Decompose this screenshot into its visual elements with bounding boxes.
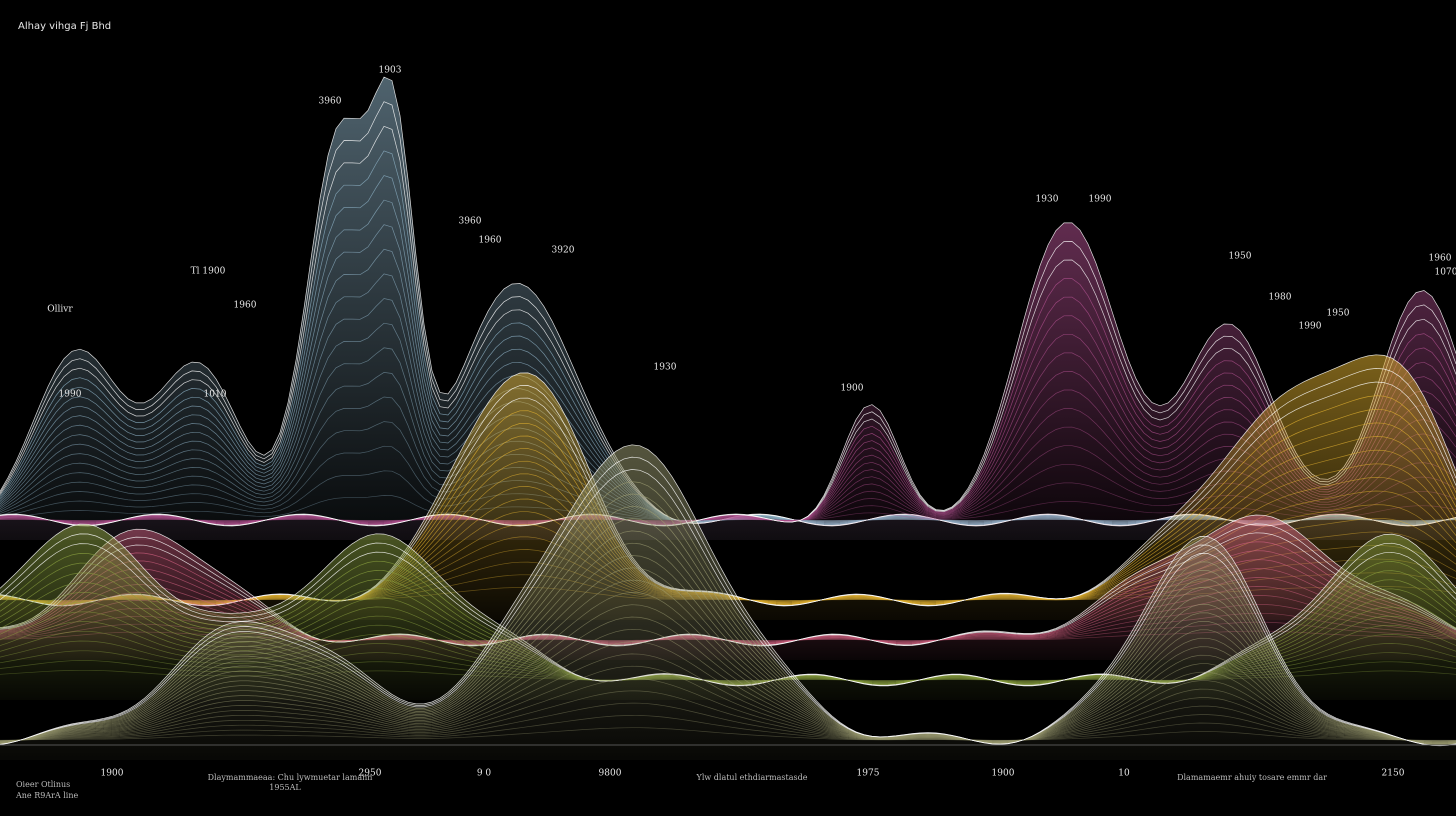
ridge-line	[0, 628, 1456, 743]
ridge-line	[0, 592, 1456, 744]
axis-label: 2150	[1382, 769, 1405, 779]
axis-label: 1900	[101, 769, 124, 779]
peak-label: 1990	[1299, 322, 1322, 332]
axis-label: 1900	[992, 769, 1015, 779]
ridge-line	[0, 542, 1456, 745]
caption: Dlamamaemr ahuiy tosare emmr dar	[1177, 773, 1327, 782]
ridge-fill	[0, 222, 1456, 541]
peak-label: 1960	[479, 236, 502, 246]
labels: Alhay vihga Fj Bhd 1903 3960 1930 1990 1950 1…	[15, 21, 1456, 800]
peak-label: 1900	[841, 384, 864, 394]
ridge-fill	[0, 515, 1456, 660]
ridge-line	[0, 371, 1456, 524]
peak-label: 1930	[654, 363, 677, 373]
ridge-line	[0, 665, 1456, 742]
peak-label: 3920	[552, 246, 575, 256]
peak-label: 3960	[459, 217, 482, 227]
caption: Ane R9ArA line	[15, 791, 79, 800]
axis-label: 9 0	[477, 769, 492, 779]
peak-label: Ollivr	[47, 305, 73, 315]
ridge-line	[0, 493, 1456, 746]
ridge-fill	[0, 77, 1456, 540]
peak-label: 1990	[59, 390, 82, 400]
title: Alhay vihga Fj Bhd	[18, 21, 111, 32]
peak-label: 1950	[1229, 252, 1252, 262]
ridge-line	[0, 616, 1456, 743]
ridge-line	[0, 278, 1456, 526]
caption: 1955AL	[269, 783, 301, 792]
ridge-line	[0, 444, 1456, 747]
ridge-line	[0, 456, 1456, 746]
ridge-line	[0, 518, 1456, 745]
ridge-line	[0, 653, 1456, 743]
caption: Oieer Otlinus	[16, 780, 70, 789]
ridge-line	[0, 702, 1456, 742]
peak-label: 3960	[319, 97, 342, 107]
axis-label: 1975	[857, 769, 880, 779]
peak-label: 1903	[379, 66, 402, 76]
ridge-line	[0, 678, 1456, 742]
ridge-line	[0, 481, 1456, 746]
caption: Ylw dlatul ethdiarmastasde	[696, 773, 808, 782]
peak-label: 1010	[204, 390, 227, 400]
ridge-line	[0, 530, 1456, 745]
peak-label: 1980	[1269, 293, 1292, 303]
ridge-line	[0, 604, 1456, 744]
ridge-line	[0, 505, 1456, 745]
ridge-line	[0, 555, 1456, 744]
peak-label: 1960	[1429, 254, 1452, 264]
peak-label: 1070	[1435, 268, 1456, 278]
peak-label: 1930	[1036, 195, 1059, 205]
ridge-fill	[0, 524, 1456, 700]
axis-label: 10	[1118, 769, 1130, 779]
ridge-fill	[0, 444, 1456, 760]
peak-label: 1990	[1089, 195, 1112, 205]
ridge-line	[0, 315, 1456, 525]
peak-label: 1960	[234, 301, 257, 311]
caption: Dlaymammaeaa: Chu lywmuetar lamann	[208, 773, 373, 782]
ridge-line	[0, 408, 1456, 523]
ridges	[0, 76, 1456, 760]
ridge-line	[0, 690, 1456, 742]
ridge-line	[0, 469, 1456, 746]
ridge-line	[0, 567, 1456, 744]
axis-label: 2950	[359, 769, 382, 779]
ridge-line	[0, 641, 1456, 743]
ridge-line	[0, 727, 1456, 741]
axis-label: 9800	[599, 769, 622, 779]
peak-label: 1950	[1327, 309, 1350, 319]
ridge-line	[0, 715, 1456, 741]
ridge-line	[0, 222, 1456, 527]
ridge-line	[0, 579, 1456, 744]
peak-label: Tl 1900	[191, 267, 226, 277]
